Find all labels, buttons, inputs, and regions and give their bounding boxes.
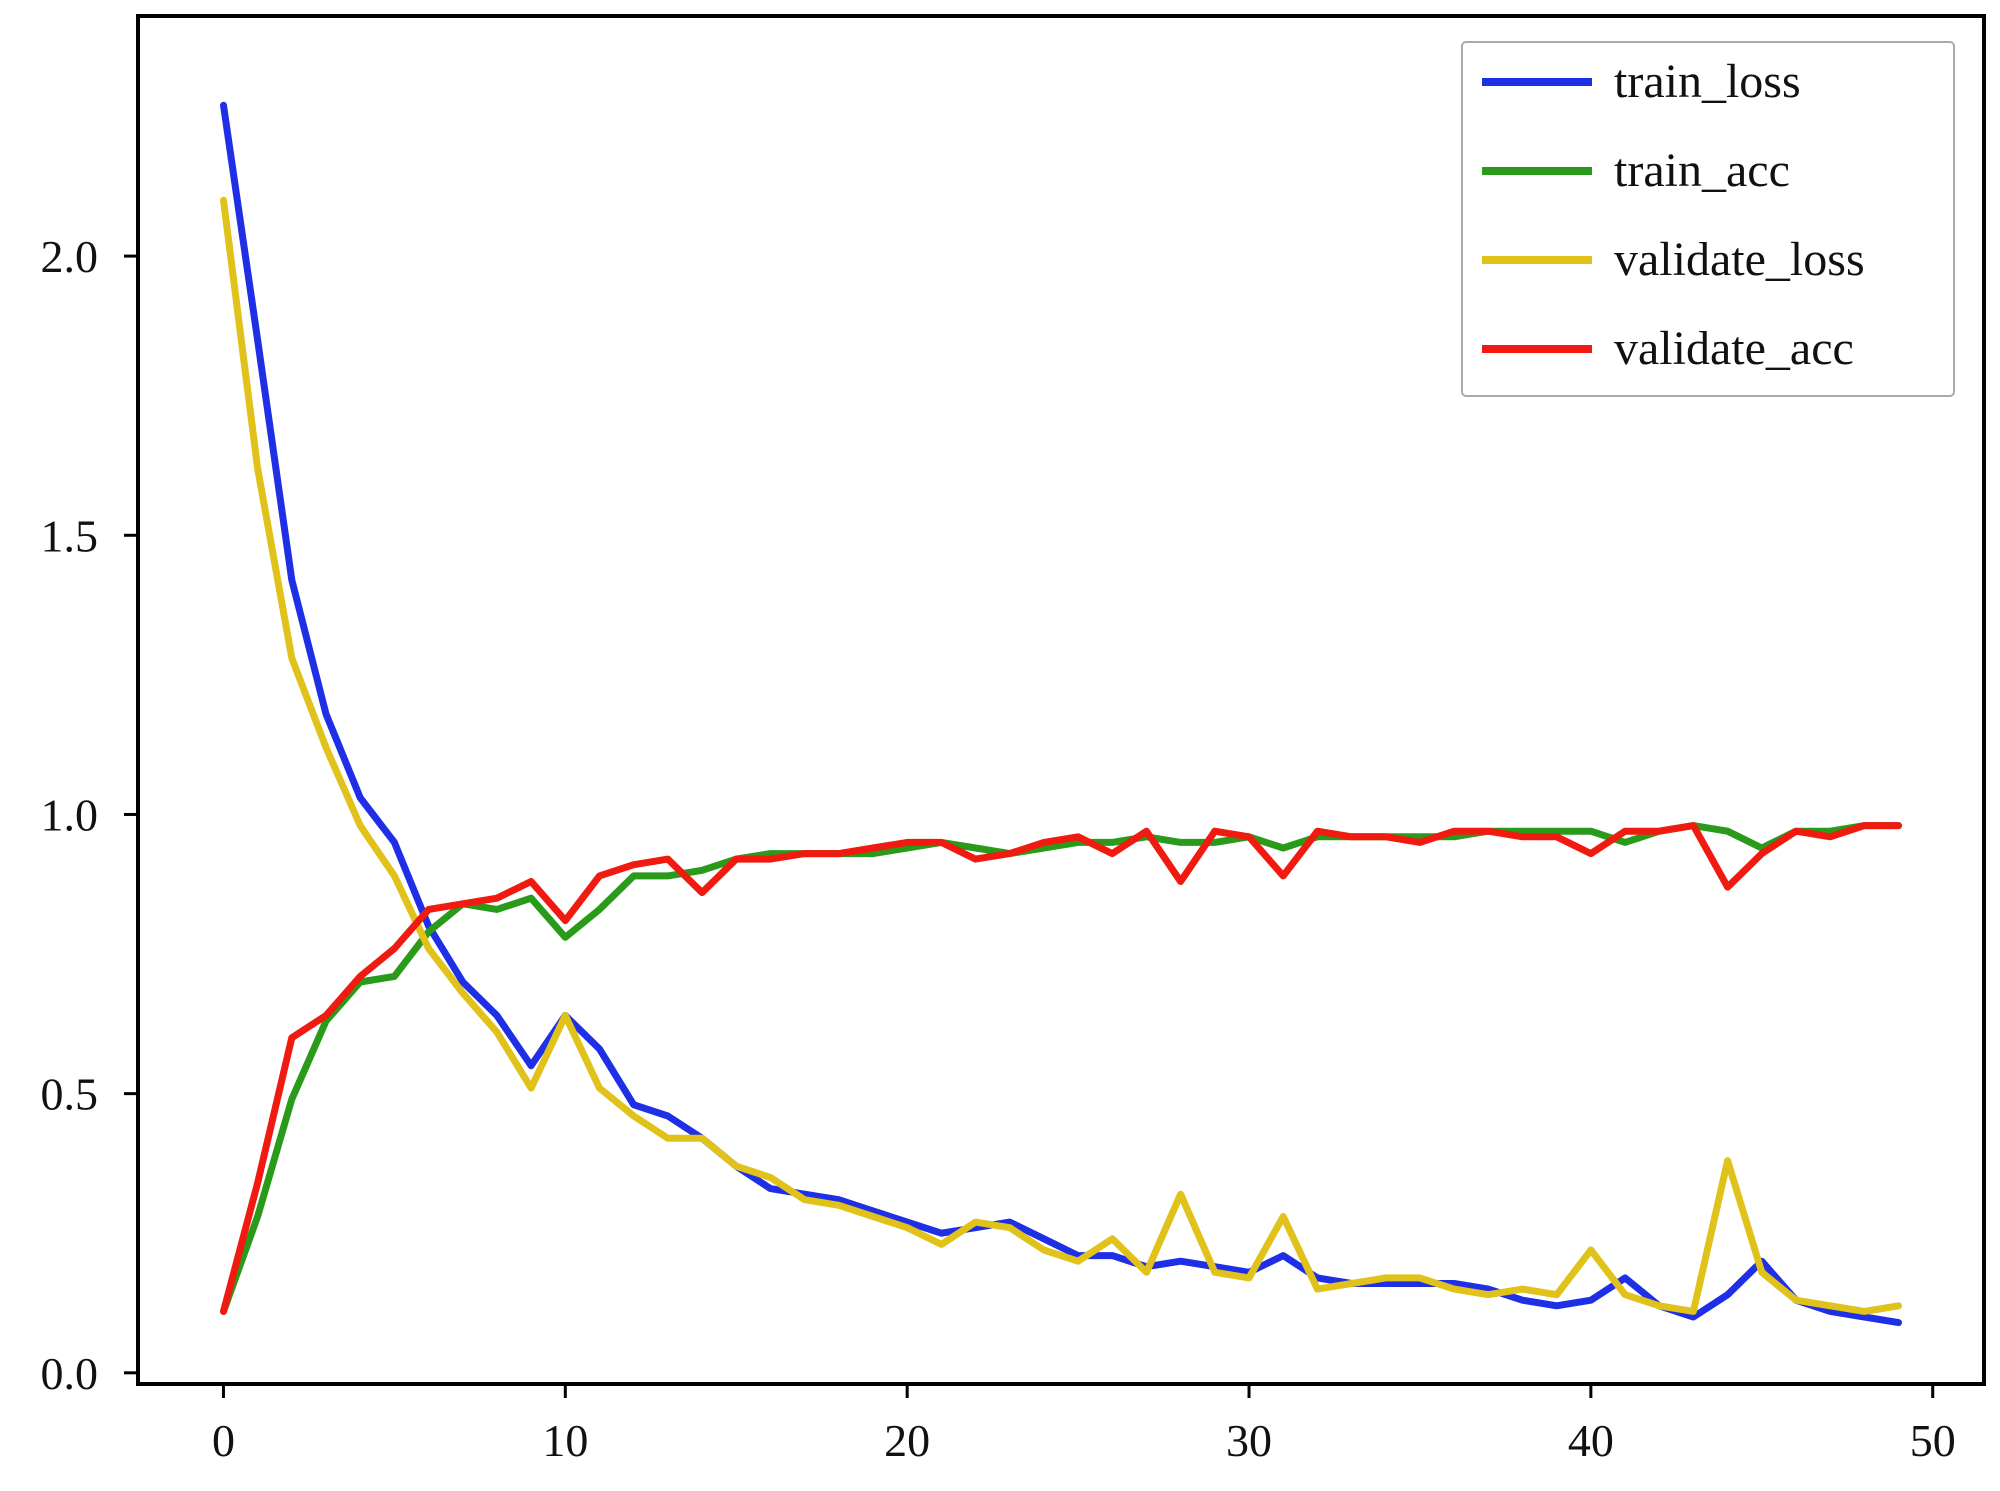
y-tick-label: 2.0	[41, 231, 99, 282]
series-line-train-acc	[220, 822, 1902, 1315]
y-tick-label: 1.0	[41, 789, 99, 840]
x-tick-label: 0	[212, 1415, 235, 1466]
y-tick-label: 0.5	[41, 1069, 99, 1120]
x-tick-label: 40	[1568, 1415, 1614, 1466]
y-axis: 0.0 0.5 1.0 1.5 2.0	[41, 231, 138, 1399]
legend-label: train_acc	[1614, 144, 1790, 197]
y-tick-label: 1.5	[41, 510, 99, 561]
series-line-validate-acc	[220, 822, 1902, 1315]
series-line-validate-loss	[220, 196, 1902, 1315]
legend-label: validate_acc	[1614, 322, 1854, 375]
x-axis: 0 10 20 30 40 50	[212, 1384, 1956, 1466]
x-tick-label: 30	[1226, 1415, 1272, 1466]
x-tick-label: 20	[884, 1415, 930, 1466]
legend-label: validate_loss	[1614, 233, 1865, 286]
y-tick-label: 0.0	[41, 1348, 99, 1399]
legend-label: train_loss	[1614, 55, 1801, 108]
legend: train_loss train_acc validate_loss validate…	[1461, 41, 1955, 397]
legend-box	[1461, 41, 1955, 397]
x-tick-label: 50	[1910, 1415, 1956, 1466]
series-layer	[220, 101, 1902, 1327]
x-tick-label: 10	[542, 1415, 588, 1466]
